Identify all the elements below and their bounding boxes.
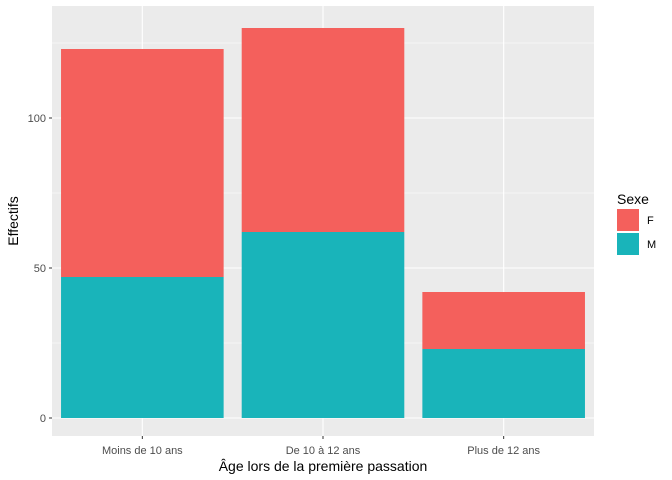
bar-f — [422, 292, 585, 349]
x-tick-label: De 10 à 12 ans — [286, 445, 361, 457]
bar-m — [422, 349, 585, 418]
bar-f — [61, 49, 224, 277]
x-tick-label: Moins de 10 ans — [102, 445, 183, 457]
bars — [61, 28, 585, 418]
x-axis-title: Âge lors de la première passation — [219, 458, 428, 474]
y-tick-label: 0 — [40, 413, 46, 425]
x-tick-label: Plus de 12 ans — [467, 445, 540, 457]
y-axis-title: Effectifs — [5, 196, 21, 246]
bar-m — [241, 232, 405, 418]
y-axis: 0 50 100 — [28, 113, 52, 425]
legend: Sexe FM — [617, 191, 656, 255]
y-tick-label: 100 — [28, 113, 46, 125]
x-axis: Moins de 10 ans De 10 à 12 ans Plus de 12 … — [102, 436, 541, 457]
legend-label: F — [647, 215, 654, 227]
legend-label: M — [647, 239, 656, 251]
bar-m — [61, 277, 224, 418]
bar-f — [241, 28, 405, 232]
y-tick-label: 50 — [34, 263, 46, 275]
legend-swatch-f — [617, 209, 639, 231]
legend-title: Sexe — [617, 191, 649, 207]
legend-swatch-m — [617, 233, 639, 255]
